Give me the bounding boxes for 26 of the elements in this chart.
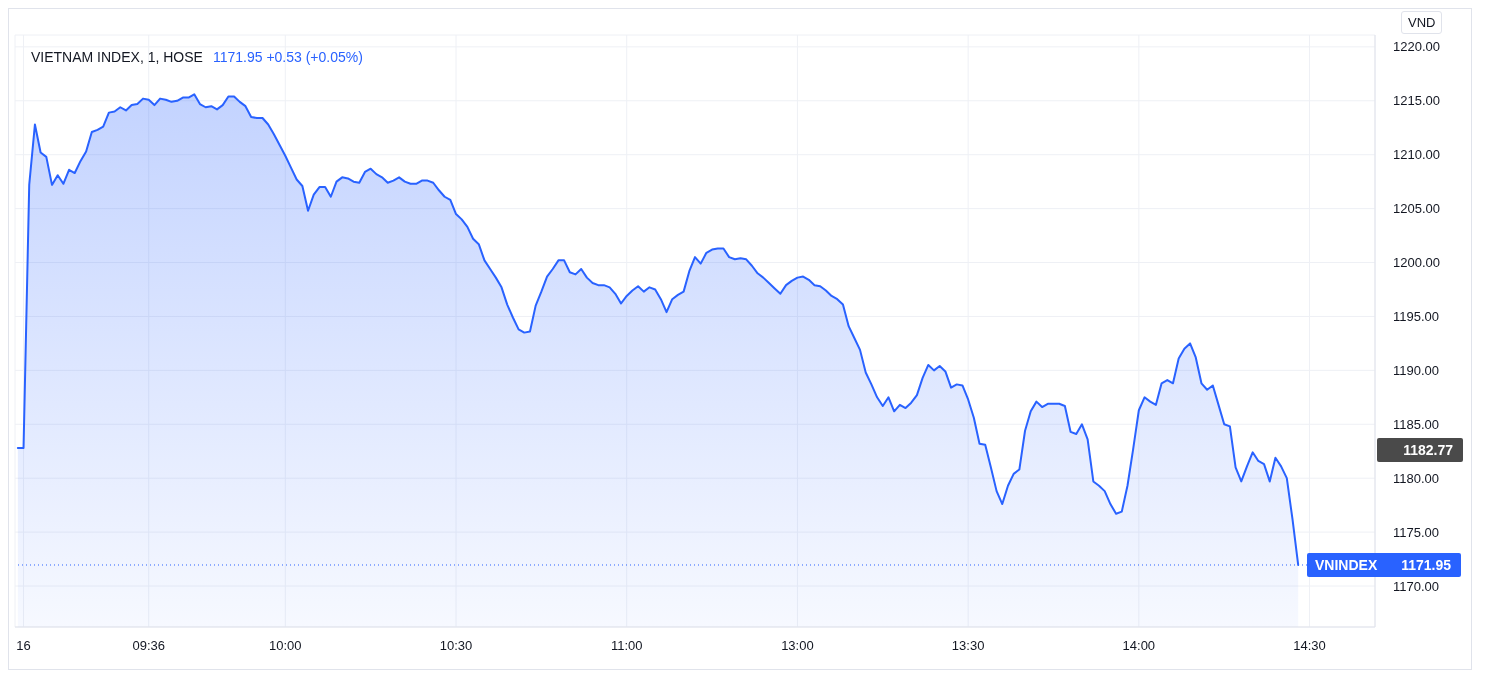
y-axis-title: VND: [1401, 11, 1443, 34]
x-tick-label: 10:30: [439, 638, 473, 654]
x-tick-label: 14:30: [1293, 638, 1326, 654]
x-tick-label: 11:00: [610, 638, 643, 654]
text: 1182.77: [1377, 438, 1463, 462]
y-tick-label: 1205.00: [1393, 201, 1440, 217]
y-tick-label: 1175.00: [1393, 524, 1440, 540]
text: VIETNAM INDEX, 1, HOSE: [31, 49, 203, 65]
y-tick-label: 1170.00: [1393, 578, 1440, 594]
ref-line-label: 1171.95: [1401, 556, 1451, 573]
y-tick-label: 1180.00: [1393, 470, 1440, 486]
x-tick-label: 10:00: [269, 638, 302, 654]
x-tick-label: 14:00: [1122, 638, 1156, 654]
series-label: VNINDEX: [1315, 556, 1378, 573]
y-tick-label: 1220.00: [1393, 39, 1440, 55]
text: 1171.95 +0.53 (+0.05%): [212, 49, 363, 65]
y-tick-label: 1210.00: [1393, 147, 1440, 163]
y-tick-label: 1200.00: [1393, 255, 1440, 271]
x-tick-label: 09:36: [132, 638, 165, 654]
y-tick-label: 1190.00: [1393, 362, 1440, 378]
y-tick-label: 1195.00: [1393, 309, 1440, 325]
y-tick-label: 1215.00: [1393, 93, 1440, 109]
x-tick-label: 13:00: [781, 638, 814, 654]
x-tick-label: 13:30: [951, 638, 985, 654]
x-tick-label: 16: [16, 638, 31, 654]
y-tick-label: 1185.00: [1393, 416, 1440, 432]
